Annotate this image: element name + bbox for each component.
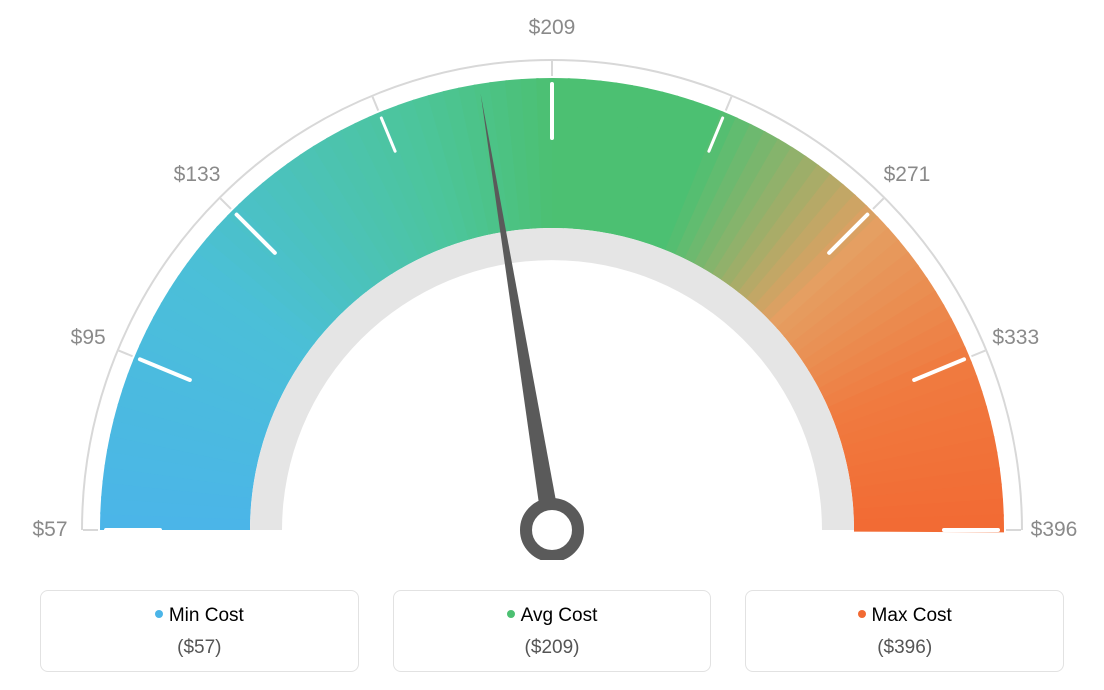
legend-value-max: ($396) [756,637,1053,659]
legend-card-max: Max Cost ($396) [745,590,1064,672]
cost-gauge-container: $57 $95 $133 $209 $271 $333 $396 Min Cost ($57… [0,0,1104,690]
legend-title-min: Min Cost [51,605,348,627]
legend-label-min: Min Cost [169,605,244,626]
legend-title-avg: Avg Cost [404,605,701,627]
gauge-tick-label: $396 [1031,518,1078,542]
legend-dot-min [155,610,163,618]
legend-title-max: Max Cost [756,605,1053,627]
gauge-tick-label: $95 [71,326,106,350]
legend-row: Min Cost ($57) Avg Cost ($209) Max Cost … [0,590,1104,672]
legend-label-avg: Avg Cost [521,605,598,626]
gauge-chart: $57 $95 $133 $209 $271 $333 $396 [0,0,1104,560]
legend-value-min: ($57) [51,637,348,659]
legend-value-avg: ($209) [404,637,701,659]
legend-label-max: Max Cost [872,605,952,626]
legend-card-avg: Avg Cost ($209) [393,590,712,672]
gauge-tick-label: $57 [32,518,67,542]
legend-card-min: Min Cost ($57) [40,590,359,672]
gauge-tick-label: $271 [884,163,931,187]
legend-dot-max [858,610,866,618]
gauge-tick-label: $133 [174,163,221,187]
gauge-tick-label: $209 [529,16,576,40]
legend-dot-avg [507,610,515,618]
gauge-tick-label: $333 [992,326,1039,350]
